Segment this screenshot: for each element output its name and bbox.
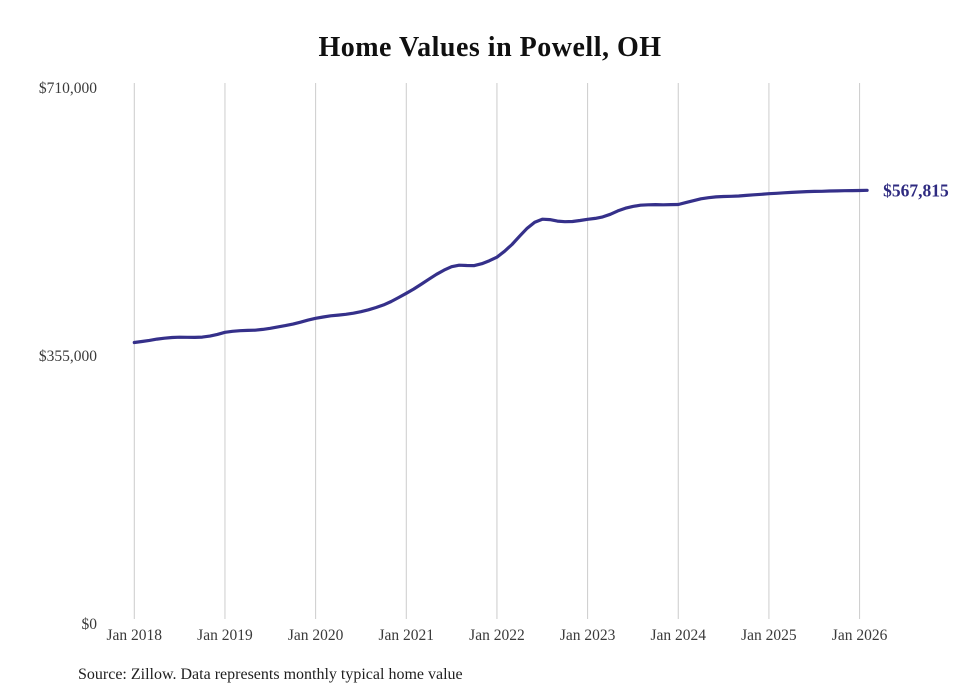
chart-title: Home Values in Powell, OH [318,32,662,63]
end-value-label: $567,815 [883,180,949,200]
x-tick-label: Jan 2020 [288,627,344,644]
x-tick-label: Jan 2023 [560,627,616,644]
home-value-line [132,188,869,345]
y-tick-label: $0 [82,616,98,633]
x-tick-label: Jan 2024 [650,627,706,644]
x-tick-label: Jan 2022 [469,627,525,644]
y-tick-label: $710,000 [39,80,97,97]
x-tick-label: Jan 2019 [197,627,253,644]
x-tick-label: Jan 2021 [379,627,435,644]
x-tick-label: Jan 2018 [107,627,163,644]
y-tick-label: $355,000 [39,348,97,365]
source-note: Source: Zillow. Data represents monthly … [78,666,463,683]
x-tick-label: Jan 2026 [832,627,888,644]
x-tick-label: Jan 2025 [741,627,797,644]
